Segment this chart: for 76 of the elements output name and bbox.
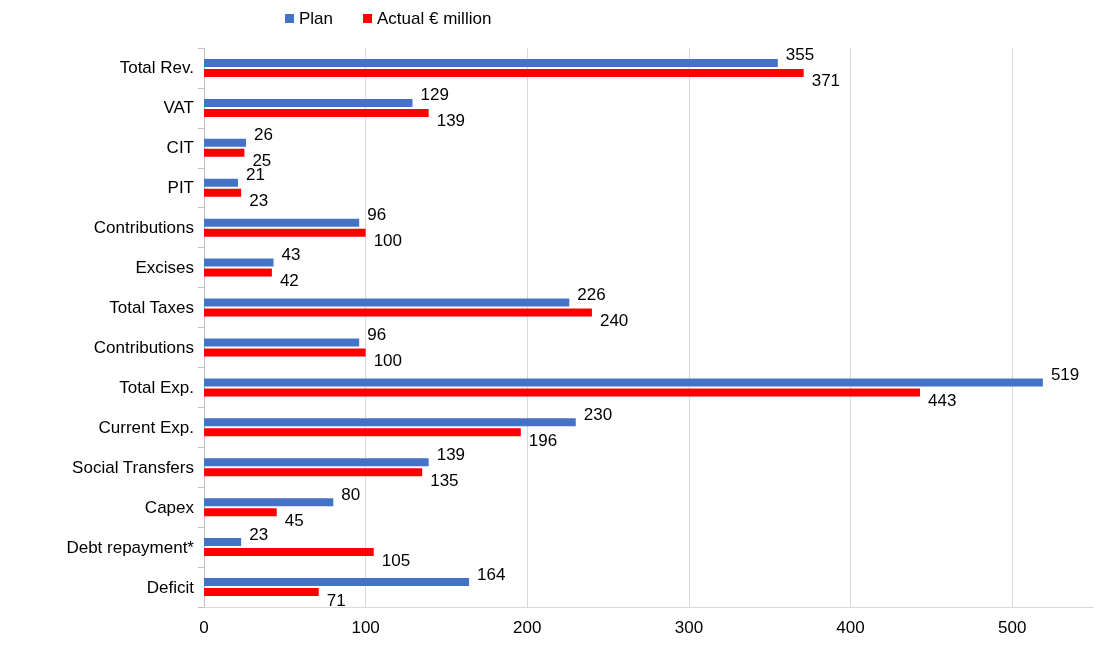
bar bbox=[204, 68, 804, 77]
y-tick-label: Excises bbox=[135, 258, 194, 278]
bar bbox=[204, 178, 238, 187]
data-label: 23 bbox=[249, 191, 269, 211]
data-label: 135 bbox=[430, 470, 459, 490]
x-tick-label: 300 bbox=[674, 618, 704, 637]
data-label: 43 bbox=[281, 245, 301, 265]
x-tick-label: 500 bbox=[997, 618, 1027, 637]
data-label: 71 bbox=[326, 590, 346, 610]
data-label: 139 bbox=[436, 111, 466, 131]
y-tick-label: PIT bbox=[167, 178, 194, 198]
bar bbox=[204, 188, 242, 197]
data-label: 139 bbox=[436, 444, 466, 464]
x-tick-label: 0 bbox=[199, 618, 209, 637]
y-tick-label: Capex bbox=[144, 497, 195, 517]
bar bbox=[204, 308, 592, 317]
y-tick-label: Contributions bbox=[93, 337, 194, 357]
bar bbox=[204, 138, 247, 147]
bar bbox=[204, 258, 274, 267]
y-tick-label: Debt repayment* bbox=[66, 537, 195, 557]
data-label: 26 bbox=[254, 125, 273, 145]
bar bbox=[204, 58, 778, 67]
data-label: 45 bbox=[284, 510, 304, 530]
y-tick-label: Total Exp. bbox=[119, 377, 194, 397]
bar bbox=[204, 338, 360, 347]
y-tick-label: Total Taxes bbox=[109, 298, 194, 318]
bar bbox=[204, 148, 245, 157]
bar bbox=[204, 108, 429, 117]
data-label: 443 bbox=[928, 390, 957, 410]
bar bbox=[204, 578, 470, 587]
data-label: 240 bbox=[599, 311, 629, 331]
data-label: 129 bbox=[420, 85, 449, 105]
data-label: 519 bbox=[1050, 364, 1080, 384]
bar bbox=[204, 348, 366, 357]
bar bbox=[204, 498, 334, 507]
y-tick-label: Contributions bbox=[93, 218, 194, 238]
data-label: 100 bbox=[373, 350, 403, 370]
data-label: 105 bbox=[381, 550, 411, 570]
x-tick-label: 100 bbox=[351, 618, 380, 637]
bar bbox=[204, 428, 521, 437]
bar bbox=[204, 538, 242, 547]
data-label: 371 bbox=[811, 71, 841, 91]
x-tick-label: 400 bbox=[836, 618, 865, 637]
data-label: 164 bbox=[477, 564, 506, 584]
bar bbox=[204, 458, 429, 467]
data-label: 100 bbox=[373, 231, 403, 251]
data-label: 96 bbox=[367, 324, 387, 344]
bar bbox=[204, 378, 1043, 387]
data-label: 42 bbox=[279, 271, 299, 291]
bar bbox=[204, 388, 921, 397]
bar bbox=[204, 298, 570, 307]
data-label: 226 bbox=[577, 285, 606, 305]
bar bbox=[204, 268, 272, 277]
bar bbox=[204, 218, 360, 227]
bar bbox=[204, 228, 366, 237]
legend-label: Plan bbox=[299, 9, 334, 28]
y-tick-label: Current Exp. bbox=[98, 417, 194, 437]
y-tick-label: Deficit bbox=[146, 577, 195, 597]
bar bbox=[204, 468, 423, 477]
data-label: 96 bbox=[367, 205, 387, 225]
y-tick-label: VAT bbox=[163, 98, 194, 118]
bar bbox=[204, 418, 576, 427]
data-label: 196 bbox=[528, 430, 558, 450]
bar bbox=[204, 98, 413, 107]
y-tick-label: Total Rev. bbox=[119, 58, 194, 78]
bar bbox=[204, 508, 277, 517]
data-label: 230 bbox=[583, 404, 613, 424]
data-label: 355 bbox=[785, 45, 815, 65]
y-tick-label: CIT bbox=[166, 138, 194, 158]
x-tick-label: 200 bbox=[513, 618, 542, 637]
legend-label: Actual € million bbox=[377, 9, 492, 28]
bar bbox=[204, 588, 319, 597]
data-label: 80 bbox=[341, 484, 361, 504]
data-label: 23 bbox=[249, 524, 269, 544]
bar bbox=[204, 548, 374, 557]
y-tick-label: Social Transfers bbox=[72, 457, 194, 477]
